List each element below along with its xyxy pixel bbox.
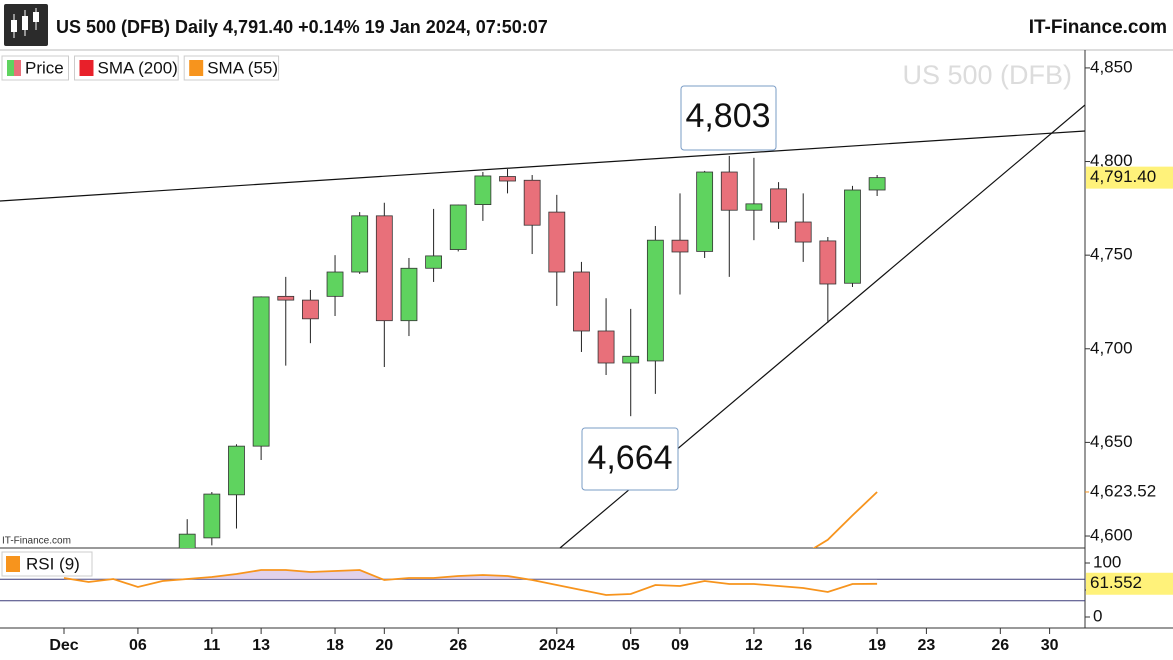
- legend-label: RSI (9): [26, 554, 80, 573]
- x-tick-label: 16: [794, 637, 812, 654]
- rsi-line: [63, 569, 878, 596]
- x-tick-label: 13: [252, 637, 270, 654]
- candle-body: [720, 171, 738, 211]
- y-tick-label: 4,700: [1090, 338, 1133, 357]
- x-tick-label: 26: [991, 637, 1009, 654]
- candle-body: [597, 330, 615, 364]
- candle-body: [252, 296, 270, 447]
- candle-body: [819, 240, 837, 285]
- candle-body: [622, 355, 640, 364]
- rsi-panel: [0, 569, 1085, 602]
- y-tick-label: 4,850: [1090, 57, 1133, 76]
- last-value-label: 4,791.40: [1090, 167, 1156, 186]
- legend-label: SMA (200): [98, 58, 178, 77]
- y-tick-label: 4,800: [1090, 151, 1133, 170]
- candle-body: [277, 295, 295, 301]
- candle-body: [745, 203, 763, 211]
- candle-body: [770, 188, 787, 223]
- candle-body: [351, 215, 369, 273]
- annotation-box: [680, 85, 777, 151]
- rsi-overbought-area: [64, 570, 878, 580]
- candle-body: [425, 255, 443, 269]
- candle-body: [228, 445, 245, 496]
- app-icon: [4, 4, 48, 46]
- x-tick-label: 26: [449, 637, 467, 654]
- x-tick-label: 2024: [539, 637, 575, 654]
- last-value-label: 61.552: [1090, 573, 1142, 592]
- x-tick-label: 30: [1041, 637, 1059, 654]
- legend-swatch: [6, 556, 20, 572]
- chart-title: US 500 (DFB) Daily 4,791.40 +0.14% 19 Ja…: [56, 17, 548, 37]
- y-tick-label: 100: [1093, 552, 1121, 571]
- y-tick-label: 0: [1093, 606, 1102, 625]
- legend-label: Price: [25, 58, 64, 77]
- price-panel: [178, 155, 886, 548]
- candle-body: [696, 171, 714, 252]
- legend: Price SMA (200) SMA (55) RSI (9): [1, 55, 280, 577]
- watermark: US 500 (DFB): [902, 60, 1072, 90]
- candle-body: [178, 533, 196, 548]
- brand: IT-Finance.com: [1029, 17, 1167, 38]
- last-value-tag: [1086, 572, 1173, 595]
- legend-swatch: [189, 60, 204, 76]
- annotation: 4,664: [587, 439, 672, 477]
- sma-line: [812, 491, 878, 548]
- last-value-label: 4,623.52: [1090, 481, 1156, 500]
- candle-body: [548, 211, 566, 273]
- x-tick-label: 20: [375, 637, 393, 654]
- y-tick-label: 4,750: [1090, 245, 1133, 264]
- annotation-box: [581, 427, 679, 491]
- x-tick-label: 06: [129, 637, 147, 654]
- axes: 4,8504,8004,7504,7004,6504,600100500Dec0…: [49, 57, 1173, 654]
- candle-body: [523, 179, 541, 226]
- candle-body: [671, 239, 689, 253]
- candle-body: [301, 299, 319, 320]
- source-note: IT-Finance.com: [2, 536, 71, 547]
- last-value-tag: [1086, 166, 1173, 189]
- resistance-line: [0, 130, 1085, 202]
- candle-body: [474, 175, 492, 206]
- y-tick-label: 4,600: [1090, 526, 1133, 545]
- candle-body: [794, 221, 812, 243]
- candle-body: [844, 189, 861, 284]
- x-tick-label: 11: [203, 637, 220, 654]
- legend-label: SMA (55): [207, 58, 278, 77]
- legend-swatch: [79, 60, 94, 76]
- x-tick-label: 05: [622, 637, 640, 654]
- candle-body: [203, 493, 221, 539]
- y-tick-label: 4,650: [1090, 432, 1133, 451]
- candle-body: [646, 239, 664, 362]
- candle-body: [375, 215, 393, 322]
- x-tick-label: 18: [326, 637, 344, 654]
- x-tick-label: Dec: [49, 637, 78, 654]
- x-tick-label: 19: [868, 637, 886, 654]
- annotation: 4,803: [685, 97, 770, 135]
- candle-body: [868, 177, 886, 191]
- x-tick-label: 09: [671, 637, 689, 654]
- x-tick-label: 12: [745, 637, 763, 654]
- legend-swatch: [14, 60, 21, 76]
- candle-body: [573, 271, 590, 332]
- x-tick-label: 23: [918, 637, 936, 654]
- candle-body: [326, 271, 344, 297]
- candle-body: [499, 176, 516, 182]
- candle-body: [449, 204, 467, 250]
- candle-body: [400, 267, 418, 322]
- legend-swatch: [7, 60, 14, 76]
